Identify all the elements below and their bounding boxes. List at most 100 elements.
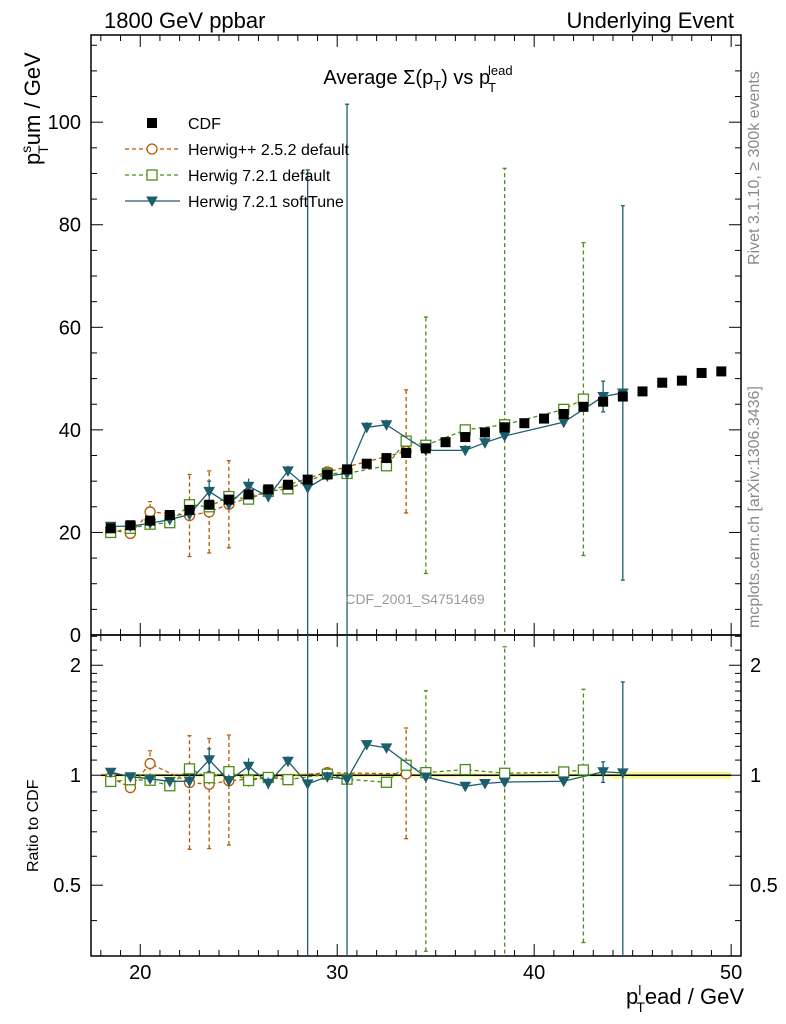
header-left: 1800 GeV ppbar — [104, 8, 266, 33]
cdf-point — [558, 408, 569, 419]
cdf-point — [223, 494, 234, 505]
data-point — [557, 776, 570, 788]
y-tick-label: 40 — [59, 420, 81, 442]
y-tick-label: 80 — [59, 215, 81, 237]
data-point — [577, 764, 590, 776]
data-point — [282, 773, 294, 786]
cdf-point — [657, 377, 668, 388]
cdf-point — [204, 499, 215, 510]
series-line — [110, 392, 623, 527]
cdf-point — [361, 458, 372, 469]
cdf-point — [460, 432, 471, 443]
data-point — [242, 481, 255, 493]
x-axis-label: pl Tead / GeV — [626, 982, 744, 1015]
data-point — [282, 466, 294, 477]
legend-label: CDF — [188, 116, 221, 133]
data-point — [341, 774, 353, 786]
data-point — [104, 767, 117, 779]
chart-title: Average Σ(pT) vs pTlead — [323, 63, 512, 95]
data-point — [380, 420, 393, 431]
cdf-point — [243, 489, 254, 500]
legend-marker — [147, 118, 157, 128]
ratio-frame — [90, 634, 742, 957]
y-tick-label: 20 — [59, 522, 81, 544]
y-axis-label-sup: s — [18, 146, 34, 153]
data-point — [380, 743, 393, 754]
ratio-tick-label-right: 2 — [750, 655, 761, 677]
cdf-point — [420, 443, 431, 454]
data-point — [459, 781, 472, 793]
data-point — [242, 774, 255, 787]
y-tick-label: 0 — [70, 625, 81, 647]
chart-title-mid: ) vs p — [441, 67, 490, 89]
data-point — [597, 767, 609, 778]
data-point — [360, 422, 373, 434]
ratio-tick-label-right: 0.5 — [750, 875, 778, 897]
data-point — [144, 757, 156, 770]
cdf-point — [322, 469, 333, 480]
y-axis-label-p: p — [20, 153, 45, 165]
x-axis-label-sub: T — [636, 999, 645, 1015]
x-axis-label-p: p — [626, 984, 638, 1009]
data-point — [242, 761, 255, 773]
chart-title-sub: T — [433, 78, 441, 93]
ratio-series-line — [110, 743, 623, 787]
x-tick-label: 20 — [129, 962, 151, 984]
cdf-point — [578, 401, 589, 412]
cdf-point — [302, 474, 313, 485]
data-point — [282, 756, 294, 768]
data-point — [479, 778, 491, 790]
cdf-point — [105, 523, 116, 534]
cdf-point — [381, 453, 392, 464]
data-point — [321, 772, 334, 783]
series-ratio — [104, 635, 629, 956]
ratio-series-line — [110, 762, 407, 789]
cdf-point — [519, 418, 530, 429]
data-point — [558, 766, 570, 778]
data-point — [203, 772, 215, 784]
cdf-point — [184, 504, 195, 515]
cdf-point — [716, 366, 727, 377]
data-point — [223, 776, 235, 787]
data-point — [124, 772, 137, 783]
data-point — [400, 759, 412, 771]
chart-title-sup2: lead — [488, 63, 513, 78]
legend: CDF Herwig++ 2.5.2 default Herwig 7.2.1 de… — [125, 116, 350, 211]
cdf-point — [499, 422, 510, 433]
y-axis-label-rest: um / GeV — [20, 52, 45, 145]
data-point — [479, 438, 491, 449]
data-point — [203, 755, 216, 766]
ratio-panel: 20 30 40 50 0.5 0.5 1 1 2 2 — [53, 623, 778, 984]
series-cdf — [105, 366, 727, 534]
legend-label: Herwig 7.2.1 softTune — [188, 194, 344, 211]
data-point — [360, 740, 373, 751]
ratio-tick-label-left: 1 — [70, 765, 81, 787]
data-point — [380, 776, 393, 788]
data-point — [616, 768, 629, 779]
y-axis-label-sub: T — [35, 145, 51, 154]
ratio-y-axis-label: Ratio to CDF — [25, 779, 42, 872]
ratio-tick-label-right: 1 — [750, 765, 761, 787]
chart-title-sub2: T — [488, 80, 496, 95]
x-axis-label-rest: ead / GeV — [645, 984, 744, 1009]
cdf-point — [440, 437, 451, 448]
cdf-point — [676, 375, 687, 386]
series-main — [105, 389, 412, 558]
legend-label: Herwig++ 2.5.2 default — [188, 142, 350, 159]
legend-label: Herwig 7.2.1 default — [188, 168, 331, 185]
cdf-point — [342, 464, 353, 475]
legend-marker — [146, 143, 158, 155]
ratio-tick-label-left: 2 — [70, 655, 81, 677]
y-axis-label: psTum / GeV — [18, 52, 51, 165]
cdf-point — [145, 515, 156, 526]
cdf-point — [479, 427, 490, 438]
x-tick-label: 40 — [523, 962, 545, 984]
cdf-point — [125, 520, 136, 531]
legend-marker — [146, 196, 158, 208]
cdf-point — [598, 396, 609, 407]
data-point — [183, 776, 196, 788]
watermark: CDF_2001_S4751469 — [345, 591, 485, 607]
cdf-point — [617, 391, 628, 402]
data-point — [459, 445, 472, 457]
chart-title-main: Average Σ(p — [323, 67, 433, 89]
